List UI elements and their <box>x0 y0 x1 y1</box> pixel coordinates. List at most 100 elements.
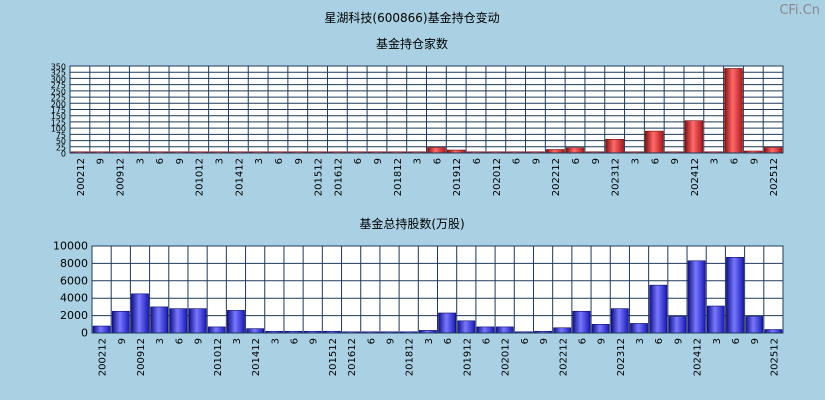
chart1-x-tick-label: 6 <box>155 158 166 164</box>
chart1-x-tick-label: 201912 <box>452 158 463 196</box>
chart1-y-tick-label: 125 <box>51 118 66 127</box>
chart2-y-tick-label: 8000 <box>60 257 88 270</box>
chart2-bar <box>457 320 476 334</box>
chart1-x-tick-label: 3 <box>630 158 641 164</box>
chart1-x-tick-label: 200912 <box>116 158 127 196</box>
chart1-x-tick-label: 6 <box>353 158 364 164</box>
chart2-bar <box>726 257 744 334</box>
chart2-x-tick-label: 201812 <box>405 338 416 376</box>
chart2-x-tick-label: 9 <box>750 338 761 344</box>
chart1-title: 基金持仓家数 <box>376 36 448 51</box>
chart1-x-tick-label: 6 <box>571 158 582 164</box>
chart1-bar <box>724 68 743 154</box>
chart2-bar <box>207 326 226 334</box>
chart1-y-tick-label: 225 <box>51 94 66 103</box>
chart1-bar <box>427 147 446 154</box>
chart2-bar <box>553 327 572 334</box>
chart2-y-tick-label: 0 <box>81 327 88 340</box>
chart2-x-tick-label: 3 <box>424 338 435 344</box>
chart1-x-tick-label: 201612 <box>333 158 344 196</box>
chart1-bar <box>684 120 704 154</box>
chart1-x-tick-label: 6 <box>432 158 443 164</box>
chart2-x-tick-label: 9 <box>309 338 320 344</box>
chart1-bar <box>645 130 664 154</box>
chart2-x-tick-label: 202312 <box>616 338 627 376</box>
chart1-y-tick-label: 25 <box>56 143 66 152</box>
chart2-x-tick-label: 6 <box>481 338 492 344</box>
chart1-x-tick-label: 6 <box>274 158 285 164</box>
watermark: CFi.Cn <box>779 3 820 18</box>
chart1-x-tick-label: 3 <box>215 158 226 164</box>
chart2-x-tick-label: 6 <box>443 338 454 344</box>
chart2-x-tick-label: 3 <box>232 338 243 344</box>
chart1-plot-border <box>69 65 784 154</box>
chart2-x-tick-label: 201912 <box>462 338 473 376</box>
chart2-y-tick-label: 6000 <box>60 274 88 287</box>
chart2-bar <box>495 326 514 334</box>
chart1-x-tick-label: 9 <box>294 158 305 164</box>
chart2-bar <box>687 260 706 334</box>
chart1-x-tick-label: 6 <box>472 158 483 164</box>
chart1-x-tick-label: 9 <box>749 158 760 164</box>
main-title: 星湖科技(600866)基金持仓变动 <box>324 10 499 25</box>
chart2-bar <box>188 308 207 334</box>
chart1-bar <box>565 147 585 154</box>
chart2-x-tick-label: 201512 <box>328 338 339 376</box>
chart1-bar <box>605 139 624 154</box>
chart1-x-tick-label: 9 <box>373 158 384 164</box>
chart1-bar <box>763 147 783 154</box>
chart2-bar <box>649 284 668 334</box>
chart1-x-tick-label: 9 <box>670 158 681 164</box>
chart2-x-tick-label: 3 <box>270 338 281 344</box>
chart1-y-tick-label: 350 <box>51 63 66 72</box>
chart1-x-tick-label: 202212 <box>551 158 562 196</box>
chart2-x-tick-label: 202012 <box>501 338 512 376</box>
chart2-title: 基金总持股数(万股) <box>359 216 464 231</box>
chart1-x-tick-label: 201512 <box>314 158 325 196</box>
chart2-bar <box>246 328 265 334</box>
chart1-y-tick-label: 175 <box>51 106 66 115</box>
chart2-bar <box>706 305 725 334</box>
chart2-bar <box>476 326 495 334</box>
chart1-x-tick-label: 200212 <box>76 158 87 196</box>
chart2-bar <box>668 316 687 334</box>
chart1-y-tick-label: 300 <box>51 75 66 84</box>
chart1-x-tick-label: 201012 <box>195 158 206 196</box>
chart1-y-tick-label: 50 <box>56 137 66 146</box>
chart1-bar <box>546 149 565 154</box>
chart2-x-tick-label: 9 <box>386 338 397 344</box>
chart1-x-tick-label: 9 <box>531 158 542 164</box>
chart1-y-tick-label: 0 <box>61 150 66 159</box>
chart2-x-tick-label: 202412 <box>693 338 704 376</box>
chart1-x-tick-label: 3 <box>135 158 146 164</box>
chart2-x-tick-label: 202212 <box>558 338 569 376</box>
chart1-y-tick-label: 250 <box>51 87 66 96</box>
chart2-x-tick-label: 200212 <box>98 338 109 376</box>
chart2-x-tick-label: 9 <box>539 338 550 344</box>
chart1-x-tick-label: 6 <box>650 158 661 164</box>
chart1-x-tick-label: 202412 <box>690 158 701 196</box>
chart1-y-tick-label: 200 <box>51 100 66 109</box>
chart2-x-tick-label: 6 <box>174 338 185 344</box>
chart2-bar <box>745 316 764 334</box>
chart2-x-tick-label: 200912 <box>136 338 147 376</box>
chart2-x-tick-label: 9 <box>673 338 684 344</box>
chart2-bar <box>610 308 629 334</box>
chart1-y-tick-label: 150 <box>51 112 66 121</box>
chart1-x-tick-label: 202012 <box>492 158 503 196</box>
chart2-x-tick-label: 9 <box>597 338 608 344</box>
chart2-x-tick-label: 6 <box>577 338 588 344</box>
chart1-x-tick-label: 201412 <box>234 158 245 196</box>
chart2-x-tick-label: 6 <box>366 338 377 344</box>
chart2-bar <box>131 293 149 334</box>
chart2-bar <box>764 329 783 334</box>
chart2-x-tick-label: 201612 <box>347 338 358 376</box>
chart1-x-tick-label: 202512 <box>769 158 780 196</box>
chart1-x-tick-label: 3 <box>254 158 265 164</box>
chart1-y-tick-label: 275 <box>51 81 66 90</box>
chart2-x-tick-label: 201412 <box>251 338 262 376</box>
chart2-bar <box>92 325 111 334</box>
chart2-bar <box>438 312 456 334</box>
chart2-x-tick-label: 6 <box>520 338 531 344</box>
